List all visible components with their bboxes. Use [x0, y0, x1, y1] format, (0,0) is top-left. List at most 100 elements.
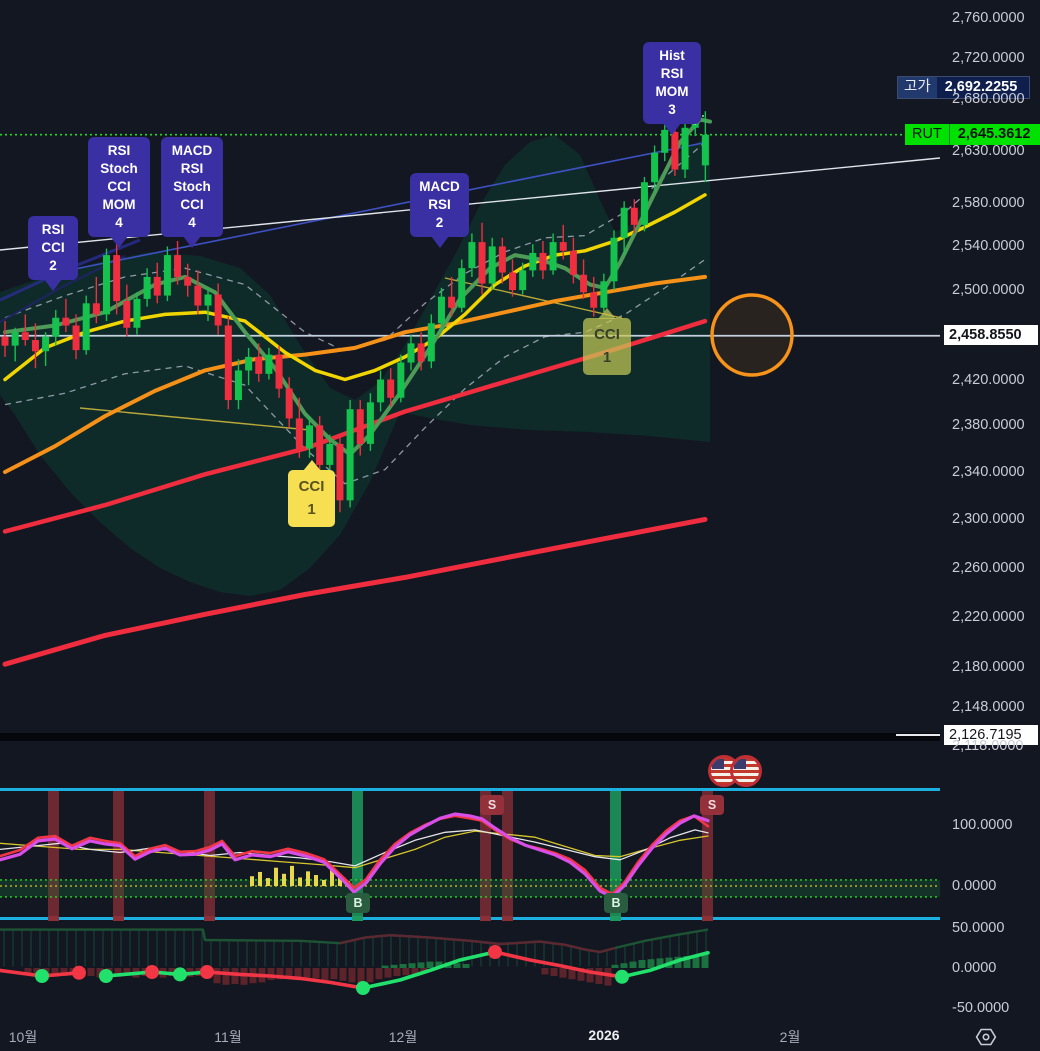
candle[interactable] — [620, 207, 628, 238]
candle[interactable] — [42, 336, 50, 352]
candle[interactable] — [82, 303, 90, 351]
oscillator-panel[interactable] — [0, 791, 940, 918]
candle[interactable] — [519, 270, 527, 291]
candle[interactable] — [62, 317, 70, 326]
candle[interactable] — [509, 272, 516, 291]
candle[interactable] — [580, 274, 588, 293]
trendline-white[interactable] — [0, 157, 940, 251]
candle[interactable] — [21, 332, 29, 341]
candle[interactable] — [458, 268, 466, 308]
candle[interactable] — [316, 425, 324, 465]
candle[interactable] — [204, 294, 212, 306]
candle[interactable] — [549, 242, 557, 271]
candle[interactable] — [569, 250, 577, 275]
candle[interactable] — [681, 127, 689, 170]
candle[interactable] — [610, 237, 618, 282]
candle[interactable] — [72, 325, 80, 351]
badge-pointer — [110, 235, 128, 248]
pane-separator[interactable] — [0, 733, 940, 741]
candle[interactable] — [630, 207, 638, 225]
candle[interactable] — [275, 354, 283, 389]
candle[interactable] — [11, 332, 19, 346]
candle[interactable] — [265, 354, 273, 374]
hexagon-settings-icon[interactable] — [975, 1026, 997, 1048]
candle[interactable] — [255, 356, 263, 374]
candle[interactable] — [356, 409, 364, 444]
indicator-signal-badge[interactable]: MACD RSI Stoch CCI 4 — [161, 137, 223, 248]
histogram-bar-up — [683, 956, 691, 968]
candle[interactable] — [326, 443, 334, 465]
histogram-bar — [330, 870, 334, 886]
histogram-bar-down — [604, 968, 612, 986]
price-tick-label: 2,500.0000 — [952, 282, 1025, 299]
candle[interactable] — [448, 296, 456, 308]
candle[interactable] — [174, 255, 182, 277]
ma-yellow — [3, 193, 707, 382]
candle[interactable] — [103, 255, 110, 315]
candle[interactable] — [92, 303, 100, 315]
candle[interactable] — [123, 301, 131, 328]
candle[interactable] — [468, 242, 476, 269]
candle[interactable] — [1, 336, 9, 346]
candle[interactable] — [498, 246, 506, 273]
panel-separator-top[interactable] — [0, 788, 940, 791]
candle[interactable] — [52, 317, 60, 337]
candle[interactable] — [133, 298, 141, 328]
candle[interactable] — [285, 388, 293, 419]
candle[interactable] — [529, 252, 537, 271]
candle[interactable] — [559, 242, 567, 251]
candle[interactable] — [143, 276, 151, 299]
candle[interactable] — [600, 281, 608, 308]
candle[interactable] — [366, 402, 374, 444]
circle-drawing[interactable] — [710, 293, 794, 377]
chart-plot-area[interactable]: RSI CCI 2 RSI Stoch CCI MOM 4 MACD RSI S… — [0, 0, 940, 1019]
candle[interactable] — [427, 323, 435, 362]
time-axis[interactable]: 10월 11월 12월 2026 2월 — [0, 1019, 1040, 1051]
candle[interactable] — [661, 129, 669, 153]
indicator-signal-badge[interactable]: Hist RSI MOM 3 — [643, 42, 701, 135]
candle[interactable] — [590, 292, 598, 308]
candle[interactable] — [640, 182, 648, 225]
indicator-signal-badge[interactable]: MACD RSI 2 — [410, 173, 469, 248]
candle[interactable] — [407, 343, 415, 363]
candle[interactable] — [336, 443, 344, 501]
cci-signal-badge[interactable]: CCI 1 — [583, 308, 631, 375]
candle[interactable] — [387, 379, 395, 398]
candle[interactable] — [31, 340, 39, 352]
candle[interactable] — [417, 343, 425, 362]
indicator-signal-badge[interactable]: RSI Stoch CCI MOM 4 — [88, 137, 150, 248]
last-price-badge: RUT 2,645.3612 — [905, 124, 1040, 145]
candle[interactable] — [113, 255, 121, 302]
histogram-bar-up — [426, 961, 434, 968]
cci-signal-badge[interactable]: CCI 1 — [288, 460, 335, 527]
candle[interactable] — [671, 131, 679, 170]
candle[interactable] — [397, 362, 405, 398]
candle[interactable] — [651, 152, 659, 183]
candle[interactable] — [224, 325, 232, 401]
candle[interactable] — [488, 246, 496, 284]
candle[interactable] — [163, 255, 171, 296]
momentum-panel[interactable] — [0, 920, 940, 1019]
indicator-signal-badge[interactable]: RSI CCI 2 — [28, 216, 78, 291]
candle[interactable] — [245, 356, 253, 371]
panel-separator-bottom[interactable] — [0, 917, 940, 920]
main-price-chart[interactable] — [0, 0, 940, 788]
candle[interactable] — [295, 418, 303, 449]
candle[interactable] — [153, 276, 161, 296]
candle[interactable] — [539, 252, 547, 271]
candle[interactable] — [346, 409, 354, 501]
candle[interactable] — [214, 294, 222, 326]
candle[interactable] — [306, 425, 313, 449]
candle[interactable] — [184, 276, 192, 286]
us-flag-icon[interactable] — [730, 755, 762, 787]
candle[interactable] — [478, 242, 486, 284]
candle[interactable] — [194, 285, 202, 306]
candle[interactable] — [234, 370, 242, 401]
badge-pointer — [183, 235, 201, 248]
candle[interactable] — [701, 134, 709, 166]
candle[interactable] — [377, 379, 385, 403]
trendline-yellow[interactable] — [79, 407, 311, 431]
us-flag-icons[interactable] — [706, 753, 762, 787]
candle[interactable] — [437, 296, 445, 324]
price-axis[interactable]: 고가 2,692.2255 RUT 2,645.3612 2,458.8550 … — [897, 0, 1040, 1019]
